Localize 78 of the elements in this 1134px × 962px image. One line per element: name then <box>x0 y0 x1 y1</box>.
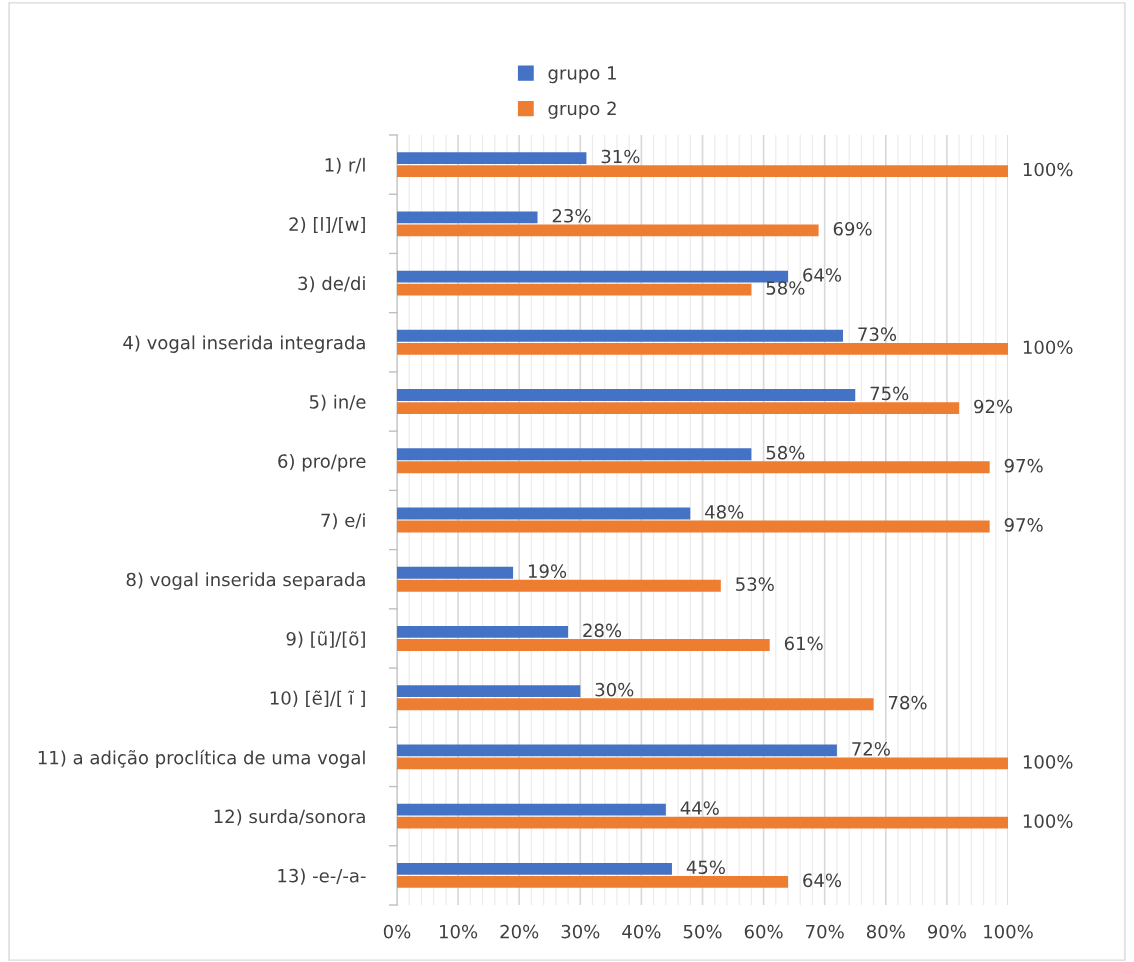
bar <box>397 757 1008 770</box>
data-label: 100% <box>1023 162 1073 177</box>
y-tick-label: 1) r/l <box>325 157 365 174</box>
data-label: 64% <box>803 873 842 888</box>
data-label: 44% <box>680 801 719 815</box>
data-label: 30% <box>595 682 634 697</box>
bar <box>397 626 569 638</box>
x-tick-label: 10% <box>440 924 478 939</box>
x-tick-label: 100% <box>984 924 1033 939</box>
legend-label: grupo 1 <box>548 66 616 84</box>
x-tick-label: 30% <box>561 924 600 939</box>
x-tick-label: 90% <box>927 924 966 939</box>
x-tick-label: 70% <box>806 924 844 939</box>
bar <box>397 448 752 461</box>
legend-label: grupo 2 <box>548 101 616 119</box>
data-label: 45% <box>686 860 725 875</box>
bar <box>397 685 581 698</box>
bar <box>397 224 819 237</box>
y-tick-label: 6) pro/pre <box>278 453 366 472</box>
bar <box>397 270 789 283</box>
bar <box>397 461 990 474</box>
x-tick-label: 40% <box>622 924 661 939</box>
y-tick-label: 3) de/di <box>298 276 365 293</box>
y-tick-label: 4) vogal inserida integrada <box>123 335 365 353</box>
bar <box>397 402 960 414</box>
bar <box>397 211 538 224</box>
data-label: 92% <box>974 399 1013 414</box>
y-tick-label: 7) e/i <box>321 513 365 530</box>
bar <box>397 566 514 579</box>
data-label: 75% <box>870 386 909 401</box>
y-tick-label: 10) [ẽ]/[ ĩ ] <box>270 690 365 707</box>
bar <box>397 639 770 651</box>
bar <box>397 816 1008 829</box>
x-tick-label: 50% <box>683 924 722 939</box>
bar <box>397 389 856 401</box>
y-tick-label: 12) surda/sonora <box>214 809 365 826</box>
data-label: 58% <box>766 445 805 460</box>
x-tick-label: 0% <box>383 924 411 939</box>
data-label: 73% <box>858 327 897 342</box>
data-label: 31% <box>601 149 640 164</box>
y-tick-label: 11) a adição proclítica de uma vogal <box>38 749 365 768</box>
bar <box>397 698 874 711</box>
bar <box>397 744 837 757</box>
y-tick-label: 2) [l]/[w] <box>289 216 365 234</box>
x-tick-label: 60% <box>744 924 783 939</box>
data-label: 69% <box>833 221 872 236</box>
bar <box>397 283 752 296</box>
data-label: 100% <box>1023 340 1073 355</box>
bar <box>397 507 691 520</box>
bar <box>397 579 721 592</box>
y-tick-label: 8) vogal inserida separada <box>126 572 365 590</box>
y-tick-label: 5) in/e <box>309 394 366 411</box>
bar <box>397 152 587 165</box>
bar <box>397 875 789 888</box>
y-tick-label: 13) -e-/-a- <box>278 868 366 885</box>
data-label: 100% <box>1023 814 1073 828</box>
data-label: 78% <box>888 695 927 710</box>
data-label: 64% <box>803 268 842 282</box>
data-label: 72% <box>852 741 890 756</box>
data-label: 100% <box>1023 755 1073 769</box>
data-label: 97% <box>1004 518 1043 532</box>
data-label: 48% <box>705 505 744 519</box>
data-label: 19% <box>528 564 567 578</box>
y-tick-label: 9) [ũ]/[õ] <box>286 631 365 648</box>
x-tick-label: 80% <box>866 924 905 939</box>
bar <box>397 862 672 875</box>
bar <box>397 165 1008 178</box>
data-label: 53% <box>736 577 774 591</box>
bar <box>397 520 990 533</box>
bar <box>397 803 666 816</box>
bar <box>397 329 844 342</box>
data-label: 28% <box>583 623 622 638</box>
data-label: 97% <box>1004 458 1043 473</box>
data-label: 61% <box>784 636 823 651</box>
data-label: 23% <box>552 208 591 223</box>
data-label: 58% <box>766 281 805 295</box>
x-tick-label: 20% <box>500 924 539 939</box>
bar <box>397 342 1008 355</box>
